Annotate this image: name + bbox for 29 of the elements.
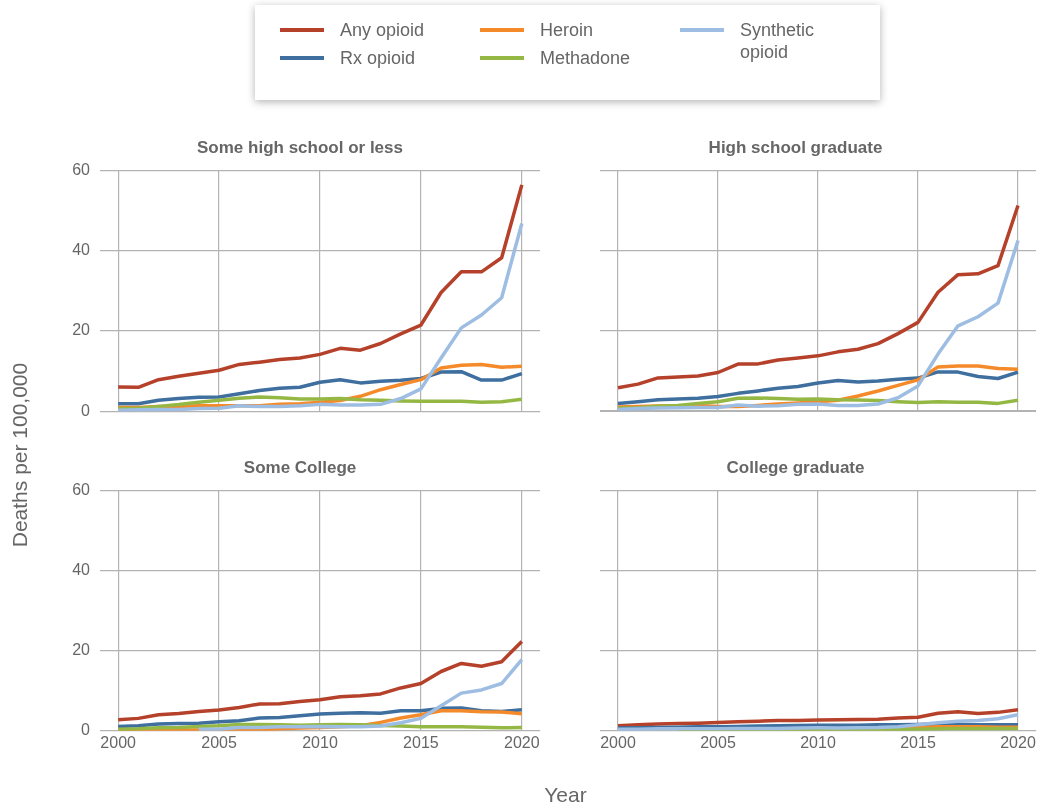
legend-label: Synthetic opioid: [740, 19, 816, 63]
x-axis-title: Year: [544, 783, 587, 806]
legend-label: Rx opioid: [340, 47, 417, 69]
x-tick-label: 2020: [504, 733, 540, 751]
x-tick-label: 2010: [800, 733, 836, 751]
x-tick-label: 2010: [302, 733, 338, 751]
y-tick-label: 20: [72, 321, 91, 339]
x-tick-label: 2005: [201, 733, 237, 751]
chart-title: High school graduate: [708, 137, 883, 157]
y-tick-label: 20: [72, 641, 91, 659]
chart-title: Some College: [243, 457, 357, 477]
legend-label: Any opioid: [340, 19, 426, 41]
y-tick-label: 60: [72, 160, 91, 178]
y-tick-label: 0: [81, 401, 91, 419]
x-tick-label: 2015: [403, 733, 439, 751]
y-tick-label: 40: [72, 560, 91, 578]
legend-label: Heroin: [540, 19, 595, 41]
x-tick-label: 2015: [900, 733, 936, 751]
y-axis-title: Deaths per 100,000: [8, 362, 32, 548]
x-tick-label: 2000: [100, 733, 137, 751]
x-tick-label: 2020: [1000, 733, 1036, 751]
chart-title: College graduate: [726, 457, 865, 477]
x-tick-label: 2005: [700, 733, 736, 751]
legend-label: Methadone: [540, 47, 632, 69]
y-tick-label: 0: [81, 721, 91, 739]
y-tick-label: 40: [72, 241, 91, 259]
x-tick-label: 2000: [600, 733, 636, 751]
chart-title: Some high school or less: [197, 137, 403, 157]
y-tick-label: 60: [72, 480, 91, 498]
